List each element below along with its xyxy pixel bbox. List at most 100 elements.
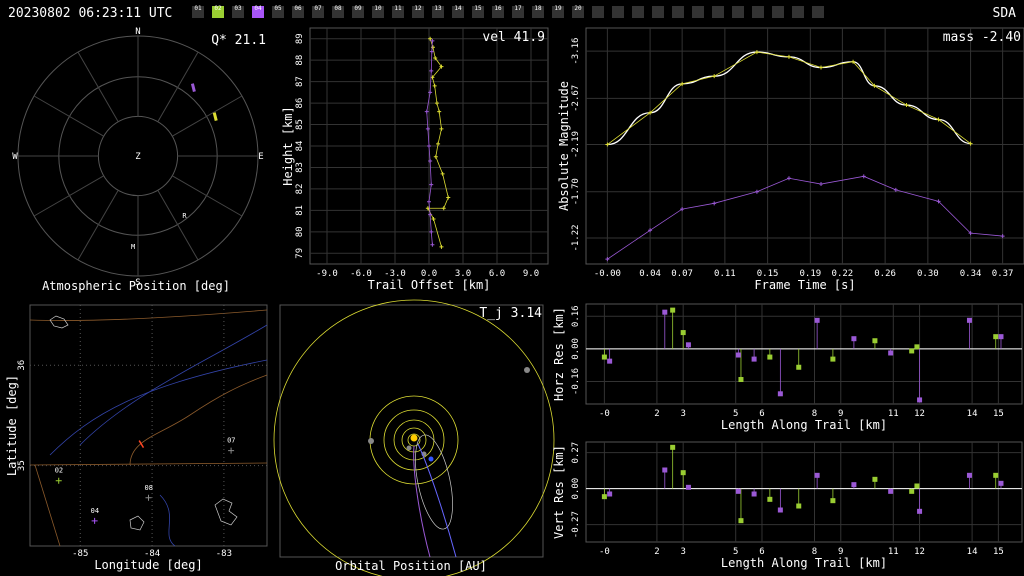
camera-box — [572, 6, 584, 18]
map-y-tick: 35 — [17, 460, 27, 471]
data-point-04 — [680, 207, 685, 212]
y-tick-label: 82 — [295, 183, 305, 194]
x-tick-label: 14 — [967, 547, 978, 557]
station-marker — [91, 517, 98, 524]
x-axis-label: Trail Offset [km] — [368, 278, 491, 292]
camera-box — [452, 6, 464, 18]
residual-marker-04 — [735, 352, 741, 358]
direction-north: N — [135, 27, 140, 37]
x-tick-label: 3 — [680, 409, 685, 419]
camera-number: 10 — [374, 5, 382, 12]
map-x-tick: -83 — [216, 549, 232, 559]
data-point-04 — [648, 228, 653, 233]
sun — [410, 434, 418, 442]
vertical-residual-panel: -0 2 3 5 6 8 9 11 12 14 15 0.27 0.00 -0.27 Length Alon… — [552, 441, 1023, 570]
camera-box — [592, 6, 604, 18]
x-tick-label: 15 — [993, 547, 1004, 557]
camera-box — [272, 6, 284, 18]
camera-number: 04 — [254, 5, 262, 12]
residual-marker-04 — [735, 488, 741, 494]
data-point-02 — [904, 103, 909, 108]
residual-marker-02 — [738, 377, 744, 383]
light-curve-panel: -0.00 0.04 0.07 0.11 0.15 0.19 0.22 0.26 0.30 0.3… — [557, 27, 1024, 292]
camera-box — [252, 6, 264, 18]
river — [79, 324, 268, 446]
orbit-frame — [279, 304, 544, 558]
plot-frame — [585, 27, 1024, 265]
river — [49, 359, 268, 456]
residual-marker-04 — [777, 391, 783, 397]
data-point-02 — [936, 117, 941, 122]
data-point-04 — [936, 199, 941, 204]
residual-marker-04 — [966, 317, 972, 323]
x-tick-label: 9.0 — [523, 269, 539, 279]
camera-number: 09 — [354, 5, 362, 12]
data-point-04 — [427, 144, 431, 148]
direction-west: W — [12, 152, 18, 162]
meteor-track-02 — [212, 112, 218, 122]
residual-marker-04 — [607, 491, 613, 497]
x-axis-label: Frame Time [s] — [754, 278, 855, 292]
data-point-02 — [851, 59, 856, 64]
data-point-04 — [861, 174, 866, 179]
data-point-04 — [786, 176, 791, 181]
data-point-04 — [425, 126, 430, 131]
x-tick-label: 15 — [993, 409, 1004, 419]
data-point-02 — [431, 216, 436, 221]
camera-box — [792, 6, 804, 18]
camera-number: 05 — [274, 5, 282, 12]
data-point-04 — [430, 38, 435, 43]
y-tick-label: -2.19 — [571, 131, 581, 158]
plot-annotation: mass -2.40 — [943, 30, 1021, 45]
camera-strip: 01 02 03 04 05 06 07 08 09 10 11 12 13 14 15 16 17 18 19 20 — [192, 5, 824, 18]
meteor-track-04 — [190, 83, 196, 92]
y-tick-label: 80 — [295, 226, 305, 237]
camera-number: 18 — [534, 5, 542, 12]
x-tick-label: 11 — [888, 547, 899, 557]
camera-box — [232, 6, 244, 18]
data-point-04 — [429, 229, 434, 234]
x-tick-label: -0.00 — [594, 269, 621, 279]
x-tick-label: 9 — [838, 409, 843, 419]
residual-marker-02 — [830, 498, 836, 504]
y-axis-label: Horz Res [km] — [552, 307, 566, 401]
state-border — [29, 309, 268, 321]
camera-number: 06 — [294, 5, 302, 12]
camera-number: 12 — [414, 5, 422, 12]
camera-box — [812, 6, 824, 18]
data-point-04 — [429, 49, 434, 54]
residual-marker-04 — [917, 397, 923, 403]
data-point-04 — [712, 201, 717, 206]
residual-marker-04 — [888, 350, 894, 356]
residual-marker-02 — [670, 444, 676, 450]
x-tick-label: 11 — [888, 409, 899, 419]
station-label: 02 — [55, 467, 63, 475]
x-tick-label: -0 — [599, 547, 610, 557]
orbit-x-axis-label: Orbital Position [AU] — [335, 559, 487, 573]
data-point-02 — [430, 45, 435, 50]
x-tick-label: 8 — [812, 409, 817, 419]
data-point-04 — [428, 159, 433, 164]
camera-box — [292, 6, 304, 18]
camera-box — [612, 6, 624, 18]
data-point-02 — [754, 50, 759, 55]
residual-marker-02 — [738, 518, 744, 524]
polar-spoke — [172, 95, 243, 137]
ground-trail — [138, 440, 145, 448]
planet — [406, 445, 412, 451]
atmospheric-title: Atmospheric Position [deg] — [42, 279, 230, 293]
data-point-02 — [968, 141, 973, 146]
camera-number: 17 — [514, 5, 522, 12]
data-point-02 — [439, 244, 444, 249]
residual-marker-04 — [685, 484, 691, 490]
data-point-04 — [429, 68, 434, 73]
residual-marker-04 — [917, 508, 923, 514]
residual-marker-02 — [872, 338, 878, 344]
residual-marker-04 — [998, 480, 1004, 486]
data-point-02 — [433, 56, 438, 61]
residual-marker-04 — [851, 336, 857, 342]
x-tick-label: 8 — [812, 547, 817, 557]
polar-spoke — [157, 51, 199, 122]
y-tick-label: 0.00 — [571, 338, 581, 360]
orbital-position-panel: T_j 3.14 Orbital Position [AU] — [273, 299, 555, 576]
